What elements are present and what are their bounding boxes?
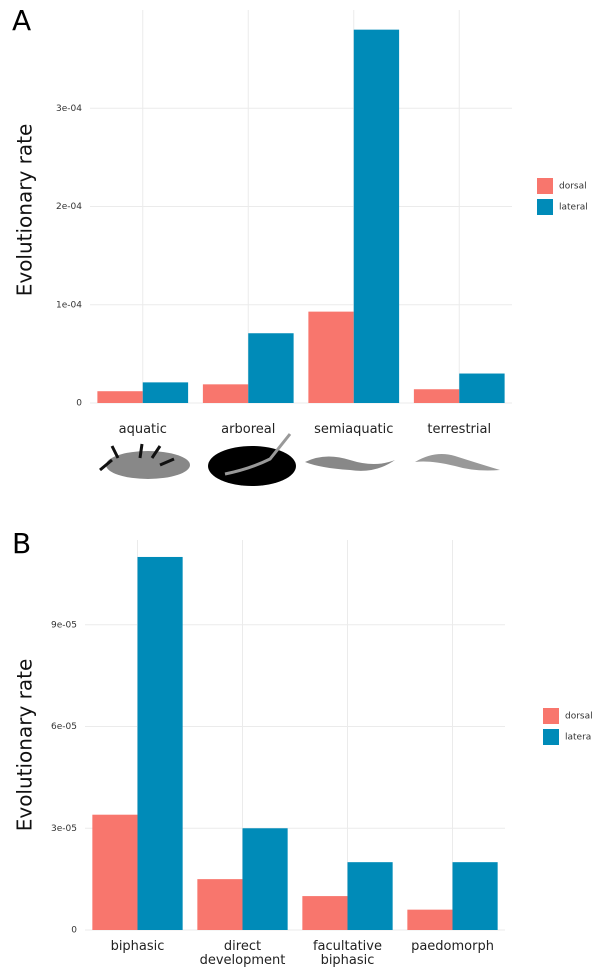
bar [354, 30, 399, 403]
bar [248, 333, 293, 403]
bar [243, 828, 288, 930]
y-tick-label: 1e-04 [56, 300, 82, 310]
y-axis-title: Evolutionary rate [13, 124, 37, 297]
y-tick-label: 0 [76, 399, 82, 409]
legend-swatch [537, 178, 553, 194]
legend-label: lateral [565, 733, 592, 743]
legend-swatch [537, 199, 553, 215]
legend-swatch [543, 729, 559, 745]
y-axis-title: Evolutionary rate [13, 659, 37, 832]
bar [453, 862, 498, 930]
silhouette [106, 451, 190, 479]
x-tick-label: aquatic [97, 423, 189, 437]
x-tick-label: facultative biphasic [302, 940, 394, 968]
figure: A Evolutionary rate 0 1e-04 2e-04 3e-04 dorsal… [0, 0, 592, 979]
bar [348, 862, 393, 930]
y-tick-label: 2e-04 [56, 202, 82, 212]
bar [414, 389, 459, 403]
y-tick-label: 3e-04 [56, 104, 82, 114]
legend-label: dorsal [565, 712, 592, 722]
page: {"chart_data": [ {"type": "bar", "label"… [0, 0, 592, 979]
bar [143, 382, 188, 403]
y-tick-label: 6e-05 [51, 722, 77, 732]
legend-label: lateral [559, 203, 588, 213]
y-tick-label: 9e-05 [51, 620, 77, 630]
x-tick-label: arboreal [202, 423, 294, 437]
bar [97, 391, 142, 403]
bar [407, 910, 452, 930]
bar [302, 896, 347, 930]
x-tick-label: direct development [197, 940, 289, 968]
x-tick-label: terrestrial [413, 423, 505, 437]
bar [197, 879, 242, 930]
y-tick-label: 0 [71, 926, 77, 936]
silhouettes [100, 434, 500, 486]
panel-label: B [12, 527, 31, 560]
silhouette [305, 456, 395, 470]
x-tick-label: biphasic [92, 940, 184, 954]
panel-label: A [12, 4, 31, 37]
bar [308, 312, 353, 403]
bar [138, 557, 183, 930]
silhouette [415, 454, 500, 471]
bar [92, 815, 137, 930]
x-tick-label: paedomorph [407, 940, 499, 954]
legend-swatch [543, 708, 559, 724]
bar [459, 374, 504, 403]
y-tick-label: 3e-05 [51, 824, 77, 834]
legend-label: dorsal [559, 182, 587, 192]
bar [203, 384, 248, 403]
x-tick-label: semiaquatic [308, 423, 400, 437]
